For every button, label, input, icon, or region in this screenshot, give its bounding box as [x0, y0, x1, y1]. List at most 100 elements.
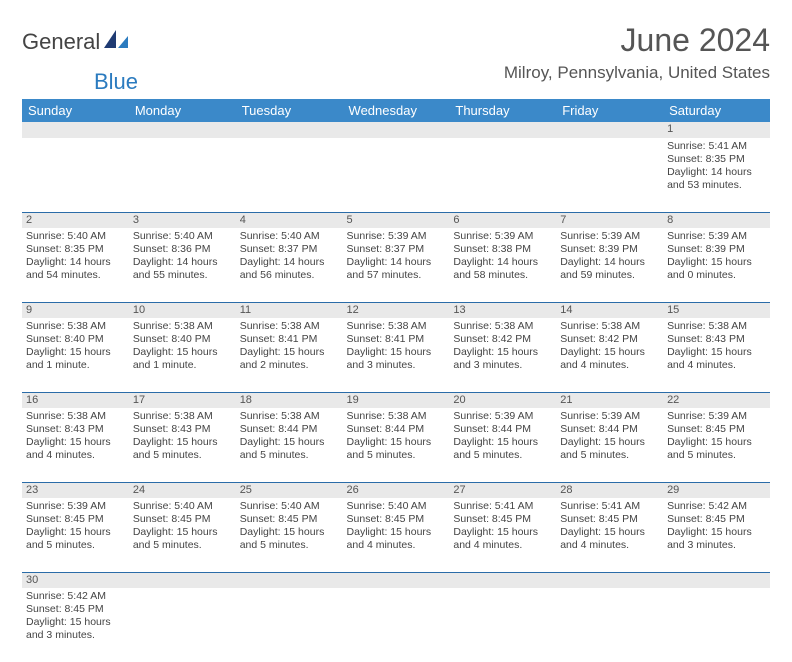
day-number: 22 [663, 392, 770, 408]
day-header-row: SundayMondayTuesdayWednesdayThursdayFrid… [22, 99, 770, 122]
day-cell: Sunrise: 5:38 AMSunset: 8:40 PMDaylight:… [129, 318, 236, 392]
day-cell: Sunrise: 5:39 AMSunset: 8:37 PMDaylight:… [343, 228, 450, 302]
day-cell: Sunrise: 5:40 AMSunset: 8:45 PMDaylight:… [129, 498, 236, 572]
day-number: 3 [129, 212, 236, 228]
day-number: 30 [22, 572, 129, 588]
day-cell: Sunrise: 5:39 AMSunset: 8:45 PMDaylight:… [663, 408, 770, 482]
day-cell [343, 588, 450, 662]
day-details: Sunrise: 5:38 AMSunset: 8:41 PMDaylight:… [240, 320, 339, 373]
day-number [236, 572, 343, 588]
day-number [449, 572, 556, 588]
day-details: Sunrise: 5:42 AMSunset: 8:45 PMDaylight:… [26, 590, 125, 643]
day-number [449, 122, 556, 138]
day-details: Sunrise: 5:41 AMSunset: 8:45 PMDaylight:… [453, 500, 552, 553]
day-number: 7 [556, 212, 663, 228]
day-details: Sunrise: 5:39 AMSunset: 8:37 PMDaylight:… [347, 230, 446, 283]
day-cell [129, 138, 236, 212]
day-number [343, 122, 450, 138]
day-number [22, 122, 129, 138]
day-number: 19 [343, 392, 450, 408]
day-number: 18 [236, 392, 343, 408]
brand-text-1: General [22, 29, 100, 55]
day-details: Sunrise: 5:41 AMSunset: 8:35 PMDaylight:… [667, 140, 766, 193]
day-cell: Sunrise: 5:39 AMSunset: 8:44 PMDaylight:… [556, 408, 663, 482]
day-header: Wednesday [343, 99, 450, 122]
day-details: Sunrise: 5:38 AMSunset: 8:43 PMDaylight:… [667, 320, 766, 373]
day-cell [556, 138, 663, 212]
day-details: Sunrise: 5:38 AMSunset: 8:40 PMDaylight:… [26, 320, 125, 373]
day-cell: Sunrise: 5:38 AMSunset: 8:42 PMDaylight:… [556, 318, 663, 392]
sail-icon [102, 28, 130, 55]
day-number: 23 [22, 482, 129, 498]
day-number: 4 [236, 212, 343, 228]
day-cell: Sunrise: 5:40 AMSunset: 8:45 PMDaylight:… [236, 498, 343, 572]
day-cell: Sunrise: 5:39 AMSunset: 8:45 PMDaylight:… [22, 498, 129, 572]
day-cell [129, 588, 236, 662]
day-cell [449, 588, 556, 662]
day-number [236, 122, 343, 138]
day-number: 8 [663, 212, 770, 228]
day-number: 6 [449, 212, 556, 228]
day-header: Tuesday [236, 99, 343, 122]
day-cell: Sunrise: 5:39 AMSunset: 8:44 PMDaylight:… [449, 408, 556, 482]
day-cell: Sunrise: 5:42 AMSunset: 8:45 PMDaylight:… [22, 588, 129, 662]
day-details: Sunrise: 5:40 AMSunset: 8:36 PMDaylight:… [133, 230, 232, 283]
day-cell [449, 138, 556, 212]
day-number: 27 [449, 482, 556, 498]
day-number [663, 572, 770, 588]
day-details: Sunrise: 5:40 AMSunset: 8:45 PMDaylight:… [133, 500, 232, 553]
day-cell: Sunrise: 5:41 AMSunset: 8:45 PMDaylight:… [449, 498, 556, 572]
day-details: Sunrise: 5:40 AMSunset: 8:45 PMDaylight:… [347, 500, 446, 553]
day-number: 17 [129, 392, 236, 408]
day-details: Sunrise: 5:40 AMSunset: 8:37 PMDaylight:… [240, 230, 339, 283]
day-header: Sunday [22, 99, 129, 122]
month-title: June 2024 [504, 22, 770, 59]
week-row: Sunrise: 5:39 AMSunset: 8:45 PMDaylight:… [22, 498, 770, 572]
day-cell [663, 588, 770, 662]
daynum-row: 30 [22, 572, 770, 588]
day-details: Sunrise: 5:39 AMSunset: 8:45 PMDaylight:… [667, 410, 766, 463]
day-number: 16 [22, 392, 129, 408]
day-cell: Sunrise: 5:38 AMSunset: 8:44 PMDaylight:… [236, 408, 343, 482]
day-number: 26 [343, 482, 450, 498]
daynum-row: 9101112131415 [22, 302, 770, 318]
day-number [343, 572, 450, 588]
day-cell [343, 138, 450, 212]
day-details: Sunrise: 5:38 AMSunset: 8:41 PMDaylight:… [347, 320, 446, 373]
day-cell: Sunrise: 5:38 AMSunset: 8:44 PMDaylight:… [343, 408, 450, 482]
daynum-row: 1 [22, 122, 770, 138]
day-number: 29 [663, 482, 770, 498]
day-cell: Sunrise: 5:39 AMSunset: 8:38 PMDaylight:… [449, 228, 556, 302]
day-details: Sunrise: 5:38 AMSunset: 8:43 PMDaylight:… [133, 410, 232, 463]
day-header: Friday [556, 99, 663, 122]
day-details: Sunrise: 5:38 AMSunset: 8:44 PMDaylight:… [347, 410, 446, 463]
daynum-row: 16171819202122 [22, 392, 770, 408]
day-cell: Sunrise: 5:38 AMSunset: 8:41 PMDaylight:… [343, 318, 450, 392]
day-number: 9 [22, 302, 129, 318]
day-cell [556, 588, 663, 662]
day-number: 28 [556, 482, 663, 498]
day-cell: Sunrise: 5:42 AMSunset: 8:45 PMDaylight:… [663, 498, 770, 572]
day-details: Sunrise: 5:38 AMSunset: 8:40 PMDaylight:… [133, 320, 232, 373]
day-details: Sunrise: 5:39 AMSunset: 8:38 PMDaylight:… [453, 230, 552, 283]
day-number [556, 572, 663, 588]
day-details: Sunrise: 5:40 AMSunset: 8:45 PMDaylight:… [240, 500, 339, 553]
day-header: Thursday [449, 99, 556, 122]
day-number: 13 [449, 302, 556, 318]
day-number: 11 [236, 302, 343, 318]
day-details: Sunrise: 5:38 AMSunset: 8:43 PMDaylight:… [26, 410, 125, 463]
day-cell [22, 138, 129, 212]
day-details: Sunrise: 5:38 AMSunset: 8:44 PMDaylight:… [240, 410, 339, 463]
day-details: Sunrise: 5:38 AMSunset: 8:42 PMDaylight:… [560, 320, 659, 373]
day-cell: Sunrise: 5:38 AMSunset: 8:43 PMDaylight:… [22, 408, 129, 482]
day-cell [236, 588, 343, 662]
day-number: 2 [22, 212, 129, 228]
day-number: 12 [343, 302, 450, 318]
day-details: Sunrise: 5:38 AMSunset: 8:42 PMDaylight:… [453, 320, 552, 373]
day-cell: Sunrise: 5:38 AMSunset: 8:42 PMDaylight:… [449, 318, 556, 392]
day-cell: Sunrise: 5:39 AMSunset: 8:39 PMDaylight:… [556, 228, 663, 302]
day-details: Sunrise: 5:42 AMSunset: 8:45 PMDaylight:… [667, 500, 766, 553]
day-details: Sunrise: 5:39 AMSunset: 8:39 PMDaylight:… [560, 230, 659, 283]
day-number: 21 [556, 392, 663, 408]
day-number: 20 [449, 392, 556, 408]
